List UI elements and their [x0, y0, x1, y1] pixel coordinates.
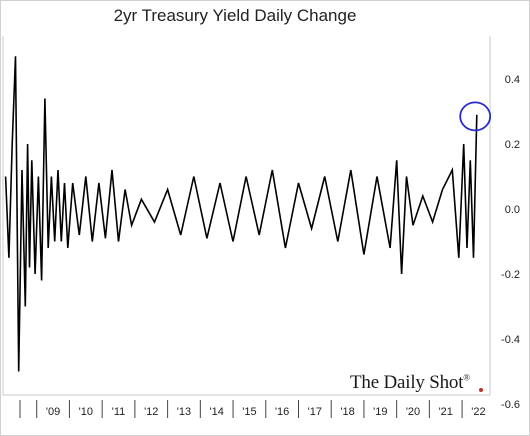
chart-title: 2yr Treasury Yield Daily Change — [113, 6, 357, 25]
y-tick-label: 0.4 — [505, 74, 520, 86]
annotation-layer — [459, 101, 492, 132]
y-tick-label: 0.0 — [505, 204, 520, 216]
watermark-text: The Daily Shot — [350, 372, 464, 393]
x-tick-label: '12 — [144, 406, 158, 418]
watermark-mark: ® — [463, 372, 470, 383]
x-tick-label: '09 — [46, 406, 60, 418]
y-tick-label: -0.2 — [501, 269, 520, 281]
x-tick-label: '18 — [340, 406, 354, 418]
y-tick-label: 0.2 — [505, 139, 520, 151]
y-axis: 0.4 0.2 0.0 -0.2 -0.4 -0.6 — [501, 74, 520, 411]
watermark-dot — [479, 388, 483, 392]
x-tick-label: '11 — [112, 406, 126, 418]
x-tick-label: '16 — [275, 406, 289, 418]
x-tick-label: '14 — [210, 406, 224, 418]
x-tick-label: '19 — [373, 406, 387, 418]
x-tick-label: '22 — [471, 406, 485, 418]
x-tick-label: '13 — [177, 406, 191, 418]
x-tick-label: '21 — [439, 406, 453, 418]
y-tick-label: -0.4 — [501, 334, 520, 346]
y-tick-label: -0.6 — [501, 399, 520, 411]
x-tick-label: '10 — [79, 406, 93, 418]
annotation-circle — [459, 101, 492, 132]
x-tick-label: '15 — [242, 406, 256, 418]
x-tick-label: '17 — [308, 406, 322, 418]
series-line — [4, 56, 478, 372]
x-axis: '09 '10 '11 '12 '13 '14 '15 '16 '17 '18 '19 '20 '21 '… — [19, 400, 486, 418]
series-layer — [4, 56, 478, 372]
x-tick-label: '20 — [406, 406, 420, 418]
watermark: The Daily Shot® — [350, 372, 470, 394]
